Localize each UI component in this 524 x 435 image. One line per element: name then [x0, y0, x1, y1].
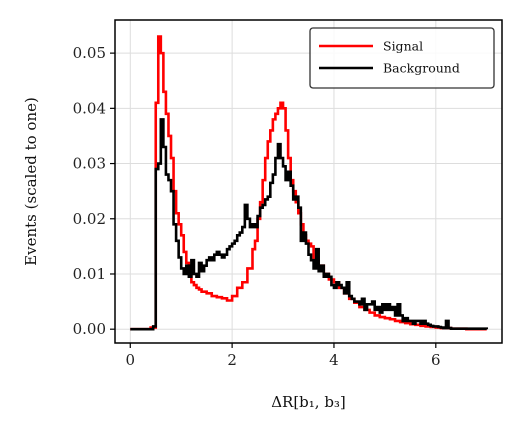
legend-box: [309, 27, 495, 89]
y-tick-label-1: 0.01: [73, 265, 106, 283]
plot-series: [130, 35, 489, 331]
legend: Signal Background: [309, 27, 495, 89]
y-axis-label: Events (scaled to one): [22, 97, 40, 266]
y-axis-ticks: 0.00 0.01 0.02 0.03 0.04 0.05: [73, 44, 115, 338]
plot-frame: [114, 19, 503, 344]
x-axis-label: ΔR[b₁, b₃]: [271, 393, 346, 411]
x-tick-label-3: 6: [431, 351, 441, 369]
x-axis-ticks: 0 2 4 6: [126, 343, 441, 369]
y-tick-label-5: 0.05: [73, 44, 106, 62]
x-tick-label-2: 4: [329, 351, 339, 369]
x-tick-label-0: 0: [126, 351, 136, 369]
legend-label-signal: Signal: [383, 39, 423, 54]
series-line-signal: [130, 35, 487, 331]
legend-label-background: Background: [383, 61, 460, 76]
series-line-background: [130, 118, 489, 331]
y-tick-label-0: 0.00: [73, 320, 106, 338]
x-tick-label-1: 2: [227, 351, 237, 369]
y-tick-label-4: 0.04: [73, 99, 106, 117]
y-tick-label-3: 0.03: [73, 155, 106, 173]
y-tick-label-2: 0.02: [73, 210, 106, 228]
